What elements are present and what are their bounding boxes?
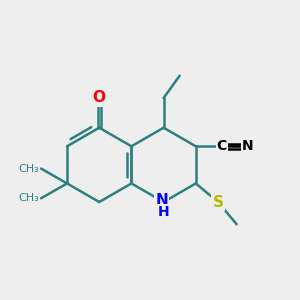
Text: N: N	[242, 139, 254, 153]
Text: O: O	[93, 91, 106, 106]
Text: CH₃: CH₃	[19, 164, 39, 174]
Text: H: H	[158, 206, 170, 219]
Text: S: S	[213, 194, 224, 209]
Text: C: C	[217, 139, 227, 153]
Text: N: N	[155, 193, 168, 208]
Text: CH₃: CH₃	[19, 193, 39, 203]
